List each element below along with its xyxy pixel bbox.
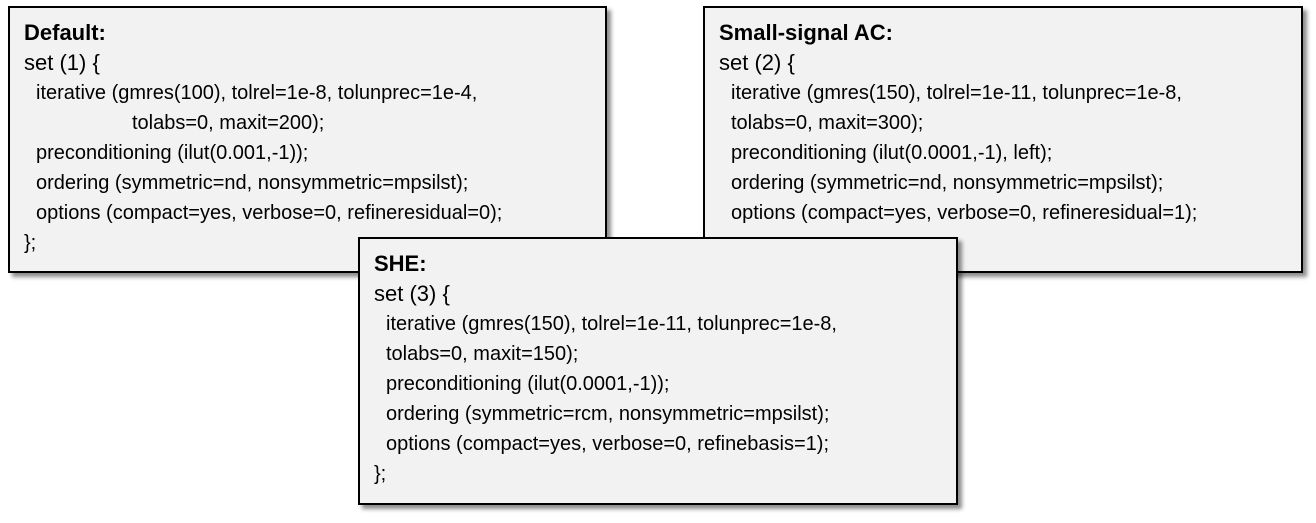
default-preconditioning-line: preconditioning (ilut(0.001,-1)); [36,142,309,164]
default-iterative-cont-line: tolabs=0, maxit=200); [132,112,325,134]
ac-ordering-line: ordering (symmetric=nd, nonsymmetric=mps… [731,172,1164,194]
ac-iterative-cont-line: tolabs=0, maxit=300); [731,112,924,134]
she-set-line: set (3) { [374,281,450,306]
she-options-line: options (compact=yes, verbose=0, refineb… [386,433,830,455]
default-close-line: }; [24,232,37,254]
she-close-line: }; [374,463,387,485]
ac-set-line: set (2) { [719,50,795,75]
small-signal-ac-config-box: Small-signal AC: set (2) { iterative (gm… [703,6,1303,273]
default-ordering-line: ordering (symmetric=nd, nonsymmetric=mps… [36,172,469,194]
she-ordering-line: ordering (symmetric=rcm, nonsymmetric=mp… [386,403,830,425]
ac-iterative-line: iterative (gmres(150), tolrel=1e-11, tol… [731,82,1182,104]
ac-options-line: options (compact=yes, verbose=0, refiner… [731,202,1198,224]
she-config-box: SHE: set (3) { iterative (gmres(150), to… [358,237,958,505]
she-iterative-cont-line: tolabs=0, maxit=150); [386,343,579,365]
default-iterative-line: iterative (gmres(100), tolrel=1e-8, tolu… [36,82,478,104]
ac-preconditioning-line: preconditioning (ilut(0.0001,-1), left); [731,142,1053,164]
she-preconditioning-line: preconditioning (ilut(0.0001,-1)); [386,373,670,395]
ac-heading: Small-signal AC: [719,20,893,45]
default-config-box: Default: set (1) { iterative (gmres(100)… [8,6,607,273]
she-heading: SHE: [374,251,427,276]
default-options-line: options (compact=yes, verbose=0, refiner… [36,202,503,224]
default-heading: Default: [24,20,106,45]
she-iterative-line: iterative (gmres(150), tolrel=1e-11, tol… [386,313,837,335]
default-set-line: set (1) { [24,50,100,75]
